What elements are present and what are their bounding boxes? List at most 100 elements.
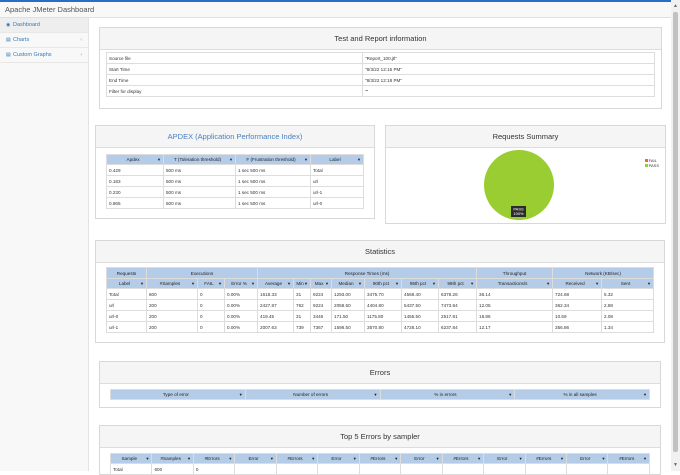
column-header[interactable]: #Samples ▼: [151, 453, 194, 464]
column-header[interactable]: 90th pct ▼: [364, 278, 403, 289]
column-header[interactable]: Error ▼: [317, 453, 360, 464]
table-cell: 600: [151, 463, 194, 475]
sort-icon: ▼: [218, 281, 222, 286]
column-header[interactable]: Number of errors ▼: [244, 389, 381, 400]
table-cell: 3446: [310, 310, 333, 322]
sort-icon: ▼: [191, 281, 195, 286]
sort-icon: ▼: [304, 157, 308, 162]
table-cell: 762: [293, 299, 312, 311]
column-header[interactable]: Error ▼: [483, 453, 526, 464]
column-header[interactable]: #Errors ▼: [441, 453, 485, 464]
scroll-thumb[interactable]: [673, 12, 678, 452]
column-header[interactable]: Sent ▼: [601, 278, 654, 289]
sidebar-item-label: Charts: [13, 37, 30, 43]
sort-icon: ▼: [229, 157, 233, 162]
table-cell: 6378.26: [438, 288, 478, 300]
table-cell: 0.00%: [223, 310, 259, 322]
requests-pie-chart[interactable]: PASS 100%: [483, 149, 555, 221]
column-header[interactable]: Sample ▼: [109, 453, 153, 464]
sidebar-item-label: Dashboard: [13, 22, 40, 28]
app-title[interactable]: Apache JMeter Dashboard: [5, 5, 95, 14]
column-header[interactable]: Transactions/s ▼: [476, 278, 554, 289]
table-cell: [565, 463, 609, 475]
sidebar: ◉ Dashboard ▤ Charts ‹ ▤ Custom Graphs ‹: [0, 18, 89, 471]
table-cell: 6237.84: [438, 321, 478, 333]
table-cell: 739: [293, 321, 312, 333]
column-header[interactable]: Apdex ▼: [106, 154, 164, 165]
sort-icon: ▼: [269, 456, 274, 461]
table-cell: 36.14: [476, 288, 554, 300]
panel-title: Top 5 Errors by sampler: [100, 426, 660, 448]
column-header[interactable]: Max ▼: [310, 278, 333, 289]
sidebar-item-dashboard[interactable]: ◉ Dashboard: [0, 18, 88, 33]
chart-legend[interactable]: FAIL PASS: [644, 158, 659, 168]
dashboard-icon: ◉: [6, 22, 11, 28]
scroll-up-arrow-icon[interactable]: ▲: [673, 3, 678, 9]
column-header[interactable]: #Errors ▼: [275, 453, 319, 464]
table-cell: 0: [197, 288, 225, 300]
column-header[interactable]: % in all samples ▼: [514, 389, 650, 400]
sort-icon: ▼: [601, 456, 606, 461]
table-cell: 200: [146, 321, 198, 333]
column-header[interactable]: #Errors ▼: [358, 453, 402, 464]
column-header[interactable]: 99th pct ▼: [438, 278, 478, 289]
column-header[interactable]: Type of error ▼: [110, 389, 246, 400]
column-header[interactable]: Error ▼: [234, 453, 277, 464]
scroll-down-arrow-icon[interactable]: ▼: [673, 462, 678, 468]
column-header[interactable]: Label ▼: [310, 154, 364, 165]
table-cell: 2427.87: [257, 299, 295, 311]
column-header[interactable]: #Samples ▼: [146, 278, 198, 289]
table-cell: 9224: [310, 288, 333, 300]
group-header: Requests: [106, 267, 147, 279]
pie-label-box: [511, 206, 526, 217]
table-cell: 1598.50: [331, 321, 366, 333]
column-header[interactable]: Median ▼: [331, 278, 366, 289]
page-scrollbar[interactable]: ▲ ▼: [671, 0, 680, 471]
sidebar-item-charts[interactable]: ▤ Charts ‹: [0, 33, 88, 48]
column-header[interactable]: FAIL ▼: [197, 278, 225, 289]
table-cell: [317, 463, 360, 475]
info-value: "8/3/22 12:15 PM": [362, 63, 655, 75]
sort-icon: ▼: [595, 281, 600, 286]
table-cell: [607, 463, 650, 475]
sort-icon: ▼: [228, 456, 233, 461]
table-cell: 1293.00: [331, 288, 366, 300]
table-cell: 171.50: [331, 310, 366, 322]
pie-slice-pass[interactable]: [484, 150, 554, 220]
table-row: url-1 200 0 0.00% 2007.63 739 7367 1598.50 3570.…: [106, 321, 654, 333]
table-cell: [275, 463, 319, 475]
column-header[interactable]: #Errors ▼: [192, 453, 236, 464]
column-header[interactable]: Min ▼: [293, 278, 312, 289]
table-cell: 12.17: [476, 321, 554, 333]
table-cell: 0: [197, 299, 225, 311]
sidebar-item-custom-graphs[interactable]: ▤ Custom Graphs ‹: [0, 48, 88, 63]
info-label: Source file: [106, 52, 363, 64]
legend-item-fail[interactable]: FAIL: [644, 158, 659, 163]
column-header[interactable]: Received ▼: [552, 278, 603, 289]
report-info-table: Source file "Report_100.jtl" Start Time "8…: [106, 52, 655, 97]
column-header[interactable]: % in errors ▼: [379, 389, 516, 400]
sort-icon: ▼: [518, 456, 523, 461]
table-cell: [524, 463, 567, 475]
column-header[interactable]: Average ▼: [257, 278, 295, 289]
column-header[interactable]: Error ▼: [565, 453, 609, 464]
sort-icon: ▼: [304, 281, 309, 286]
column-header[interactable]: #Errors ▼: [524, 453, 567, 464]
sort-icon: ▼: [560, 456, 564, 461]
column-header[interactable]: F (Frustration threshold) ▼: [235, 154, 311, 165]
sort-icon: ▼: [546, 281, 551, 286]
panel-title: APDEX (Application Performance Index): [96, 126, 374, 148]
column-header[interactable]: T (Toleration threshold) ▼: [163, 154, 236, 165]
legend-item-pass[interactable]: PASS: [644, 163, 659, 168]
column-header[interactable]: Error ▼: [400, 453, 443, 464]
sort-icon: ▼: [477, 456, 482, 461]
column-header[interactable]: 95th pct ▼: [401, 278, 440, 289]
column-header[interactable]: Label ▼: [106, 278, 147, 289]
sort-icon: ▼: [251, 281, 256, 286]
errors-table: Type of error ▼ Number of errors ▼ % in er…: [110, 389, 650, 400]
table-row: 0.230 500 ms 1 sec 500 ms url-1: [106, 186, 364, 198]
column-header[interactable]: #Errors ▼: [607, 453, 650, 464]
table-row: Total 600 0: [109, 463, 650, 475]
legend-swatch: [644, 159, 648, 163]
column-header[interactable]: Error % ▼: [223, 278, 259, 289]
